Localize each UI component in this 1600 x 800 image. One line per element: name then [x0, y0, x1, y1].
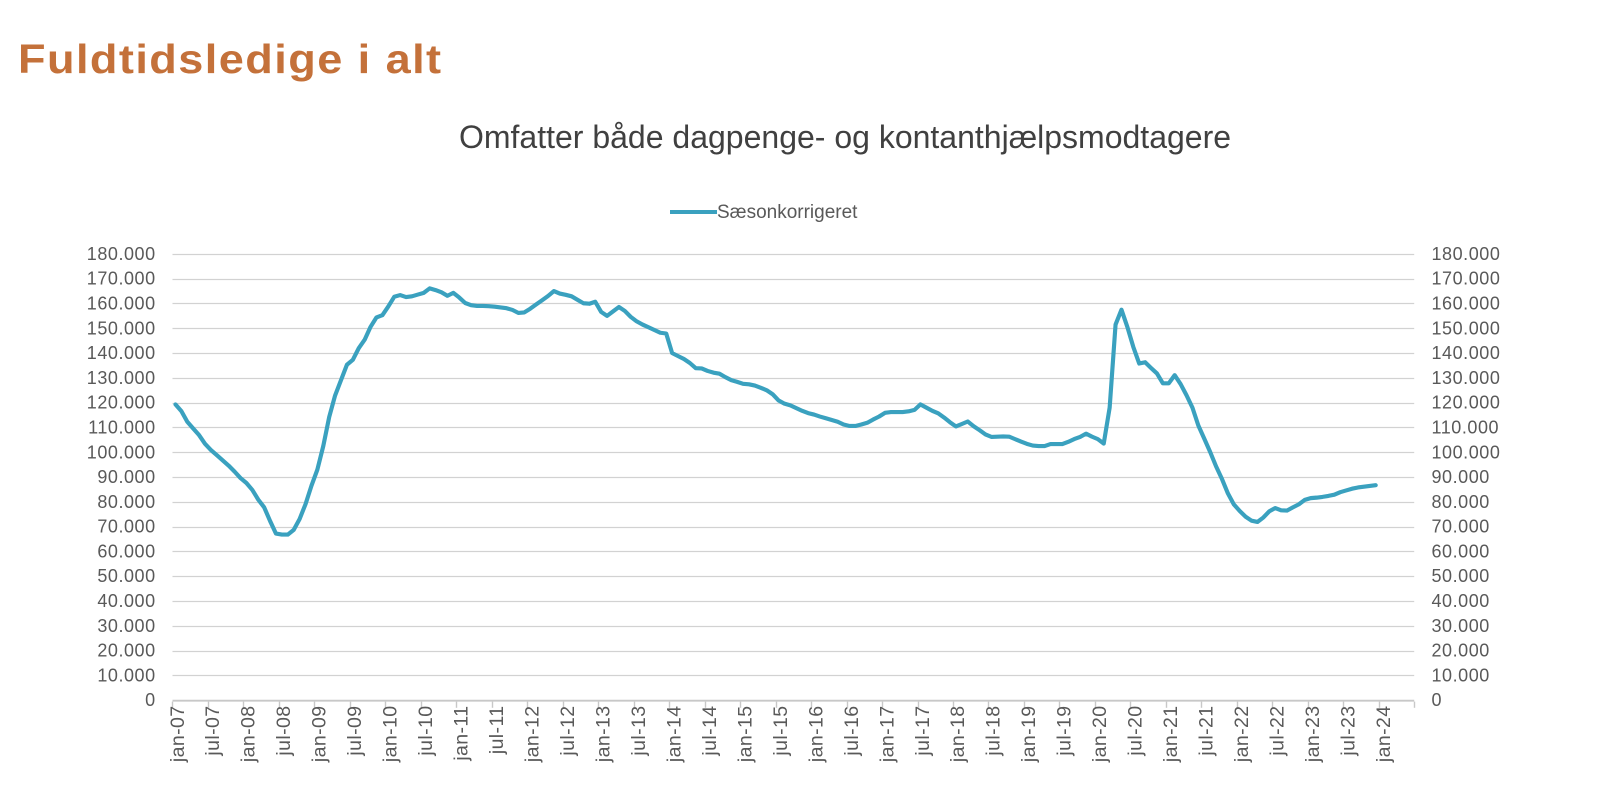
- svg-text:jul-11: jul-11: [486, 706, 508, 756]
- svg-text:jan-17: jan-17: [876, 706, 898, 764]
- svg-text:20.000: 20.000: [1432, 641, 1490, 661]
- svg-text:jan-22: jan-22: [1231, 706, 1253, 764]
- svg-text:80.000: 80.000: [97, 492, 155, 512]
- svg-text:jan-18: jan-18: [947, 706, 969, 764]
- svg-text:150.000: 150.000: [1432, 318, 1501, 338]
- svg-text:jul-10: jul-10: [415, 706, 437, 757]
- svg-text:jan-09: jan-09: [309, 706, 331, 764]
- svg-text:90.000: 90.000: [1432, 467, 1490, 487]
- svg-text:jan-08: jan-08: [238, 706, 260, 764]
- svg-text:180.000: 180.000: [87, 244, 156, 264]
- svg-text:jan-24: jan-24: [1373, 706, 1395, 764]
- svg-text:jul-13: jul-13: [628, 706, 650, 757]
- svg-text:160.000: 160.000: [87, 294, 156, 314]
- svg-text:130.000: 130.000: [87, 368, 156, 388]
- svg-text:0: 0: [145, 690, 156, 710]
- svg-text:jul-07: jul-07: [202, 706, 224, 757]
- svg-text:70.000: 70.000: [1432, 517, 1490, 537]
- svg-text:110.000: 110.000: [88, 418, 156, 438]
- svg-text:160.000: 160.000: [1432, 294, 1501, 314]
- svg-text:jan-07: jan-07: [167, 706, 189, 764]
- svg-text:jul-19: jul-19: [1054, 706, 1076, 757]
- svg-text:0: 0: [1432, 690, 1443, 710]
- svg-text:180.000: 180.000: [1432, 244, 1501, 264]
- svg-text:140.000: 140.000: [87, 343, 156, 363]
- svg-text:90.000: 90.000: [97, 467, 155, 487]
- svg-text:20.000: 20.000: [97, 641, 155, 661]
- svg-text:jan-10: jan-10: [380, 706, 402, 764]
- svg-text:40.000: 40.000: [1432, 591, 1490, 611]
- svg-text:jul-17: jul-17: [912, 706, 934, 757]
- svg-text:110.000: 110.000: [1432, 418, 1500, 438]
- svg-text:140.000: 140.000: [1432, 343, 1501, 363]
- svg-text:jul-22: jul-22: [1267, 706, 1289, 757]
- svg-text:100.000: 100.000: [87, 442, 156, 462]
- svg-text:40.000: 40.000: [97, 591, 155, 611]
- svg-text:30.000: 30.000: [97, 616, 155, 636]
- svg-text:50.000: 50.000: [97, 566, 155, 586]
- svg-text:jan-11: jan-11: [451, 706, 473, 762]
- svg-text:jan-15: jan-15: [734, 706, 756, 764]
- svg-text:jul-15: jul-15: [770, 706, 792, 757]
- svg-text:jan-21: jan-21: [1160, 706, 1182, 764]
- svg-text:100.000: 100.000: [1432, 442, 1501, 462]
- svg-text:10.000: 10.000: [97, 665, 155, 685]
- svg-text:jul-18: jul-18: [983, 705, 1005, 756]
- svg-text:jul-14: jul-14: [699, 706, 721, 757]
- svg-text:jul-21: jul-21: [1196, 706, 1218, 757]
- svg-text:150.000: 150.000: [87, 318, 156, 338]
- svg-text:170.000: 170.000: [87, 269, 156, 289]
- svg-text:jan-12: jan-12: [522, 706, 544, 764]
- svg-text:170.000: 170.000: [1432, 269, 1501, 289]
- svg-text:jul-20: jul-20: [1125, 706, 1147, 757]
- svg-text:120.000: 120.000: [1432, 393, 1501, 413]
- svg-text:60.000: 60.000: [1432, 541, 1490, 561]
- svg-text:jan-13: jan-13: [592, 706, 614, 764]
- svg-text:70.000: 70.000: [97, 517, 155, 537]
- svg-text:60.000: 60.000: [97, 541, 155, 561]
- svg-text:jul-23: jul-23: [1337, 706, 1359, 757]
- svg-text:jan-23: jan-23: [1302, 706, 1324, 764]
- svg-text:jan-14: jan-14: [663, 706, 685, 764]
- svg-text:jul-12: jul-12: [557, 706, 579, 757]
- svg-text:jan-19: jan-19: [1018, 706, 1040, 764]
- svg-text:jul-09: jul-09: [344, 706, 366, 757]
- svg-text:10.000: 10.000: [1432, 665, 1490, 685]
- svg-text:jan-20: jan-20: [1089, 706, 1111, 764]
- svg-text:130.000: 130.000: [1432, 368, 1501, 388]
- svg-text:30.000: 30.000: [1432, 616, 1490, 636]
- svg-text:jan-16: jan-16: [805, 706, 827, 764]
- svg-text:80.000: 80.000: [1432, 492, 1490, 512]
- svg-text:50.000: 50.000: [1432, 566, 1490, 586]
- svg-text:120.000: 120.000: [87, 393, 156, 413]
- svg-text:jul-08: jul-08: [273, 706, 295, 757]
- svg-text:jul-16: jul-16: [841, 706, 863, 757]
